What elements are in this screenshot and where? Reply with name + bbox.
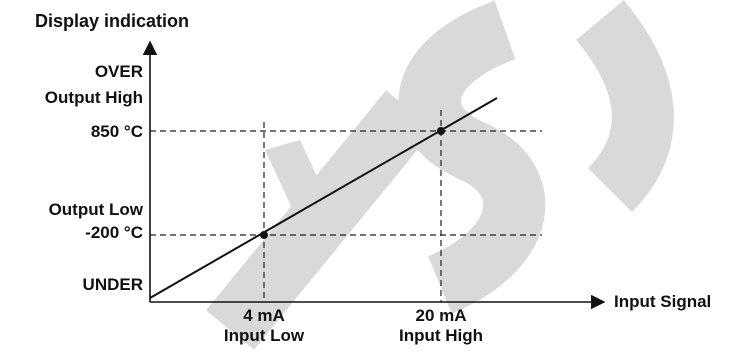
label-input-low: Input Low — [224, 326, 305, 345]
label-input-high-value: 20 mA — [415, 306, 466, 325]
x-axis-label: Input Signal — [614, 292, 711, 311]
watermark-stroke-e — [206, 90, 434, 350]
label-under: UNDER — [83, 275, 143, 294]
high-point-marker — [437, 127, 445, 135]
watermark-stroke-s — [398, 0, 546, 314]
label-output-low: Output Low — [49, 200, 144, 219]
low-point-marker — [260, 231, 268, 239]
diagram-title: Display indication — [35, 11, 189, 31]
watermark-stroke-y — [575, 0, 674, 212]
label-input-high: Input High — [399, 326, 483, 345]
watermark-logo — [206, 0, 674, 350]
label-over: OVER — [95, 62, 143, 81]
label-input-low-value: 4 mA — [243, 306, 285, 325]
label-low-value: -200 °C — [85, 223, 143, 242]
label-high-value: 850 °C — [91, 122, 143, 141]
label-output-high: Output High — [45, 88, 143, 107]
watermark-stroke-bar — [265, 140, 335, 225]
